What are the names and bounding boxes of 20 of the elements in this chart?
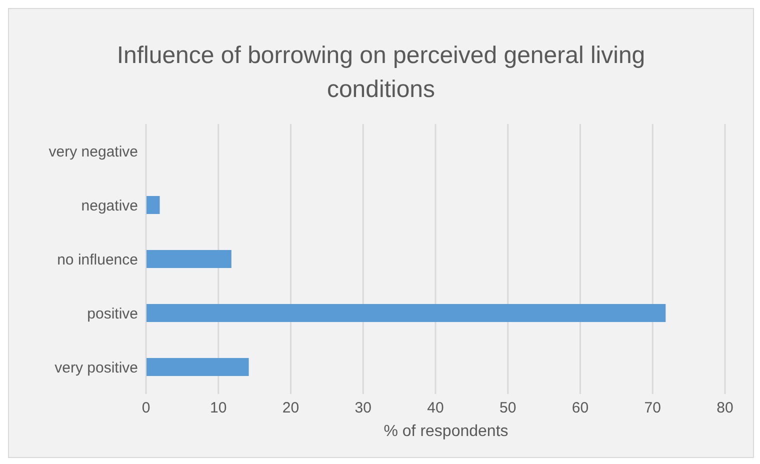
y-tick-label: negative: [81, 197, 138, 214]
x-tick-label: 10: [210, 400, 227, 417]
x-tick-label: 20: [282, 400, 300, 417]
y-tick-label: positive: [87, 305, 138, 322]
x-tick-label: 30: [354, 400, 372, 417]
y-tick-label: no influence: [57, 251, 138, 268]
x-tick-label: 0: [142, 400, 150, 417]
bar: [146, 304, 666, 322]
x-tick-label: 60: [572, 400, 589, 417]
bar: [146, 358, 249, 376]
y-tick-label: very negative: [48, 143, 138, 160]
y-tick-label: very positive: [54, 359, 138, 376]
bar: [146, 250, 232, 268]
x-axis-title: % of respondents: [382, 423, 510, 441]
x-tick-label: 50: [500, 400, 516, 417]
bar: [146, 196, 160, 214]
x-tick-label: 70: [644, 400, 661, 417]
x-tick-label: 80: [716, 400, 734, 417]
chart-title: Influence of borrowing on perceived general living conditions: [116, 41, 646, 105]
x-tick-label: 40: [427, 400, 444, 417]
